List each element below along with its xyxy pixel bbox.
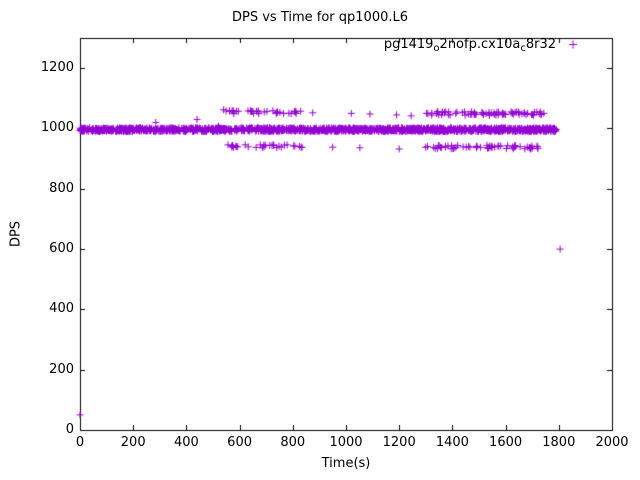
x-tick-label: 2000 bbox=[595, 435, 629, 450]
legend-subscript: c bbox=[520, 43, 526, 54]
x-tick-label: 0 bbox=[75, 435, 85, 450]
legend-text-segment: pg1419 bbox=[383, 37, 434, 52]
chart-title: DPS vs Time for qp1000.L6 bbox=[231, 10, 409, 25]
y-tick-label: 600 bbox=[49, 241, 74, 257]
x-tick-label: 1000 bbox=[329, 435, 363, 450]
x-axis-label: Time(s) bbox=[321, 456, 371, 471]
y-tick-label: 200 bbox=[49, 361, 74, 377]
y-tick-label: 400 bbox=[49, 301, 74, 317]
x-tick-label: 1600 bbox=[489, 435, 523, 450]
x-tick-label: 1200 bbox=[382, 435, 416, 450]
legend-text-segment: 2nofp.cx10a bbox=[439, 37, 521, 52]
x-tick-label: 1400 bbox=[435, 435, 469, 450]
y-tick-label: 800 bbox=[49, 180, 74, 196]
x-tick-label: 400 bbox=[173, 435, 199, 450]
x-tick-label: 600 bbox=[227, 435, 253, 450]
x-tick-label: 1800 bbox=[542, 435, 576, 450]
legend-text-segment: 8r32 bbox=[525, 37, 556, 52]
legend-subscript: o bbox=[433, 43, 440, 54]
x-tick-label: 800 bbox=[280, 435, 306, 450]
x-tick-label: 200 bbox=[120, 435, 146, 450]
y-tick-label: 0 bbox=[65, 422, 74, 437]
y-tick-label: 1000 bbox=[40, 120, 74, 136]
legend-label: pg1419o2nofp.cx10ac8r32 bbox=[383, 37, 556, 54]
y-tick-label: 1200 bbox=[40, 60, 74, 76]
